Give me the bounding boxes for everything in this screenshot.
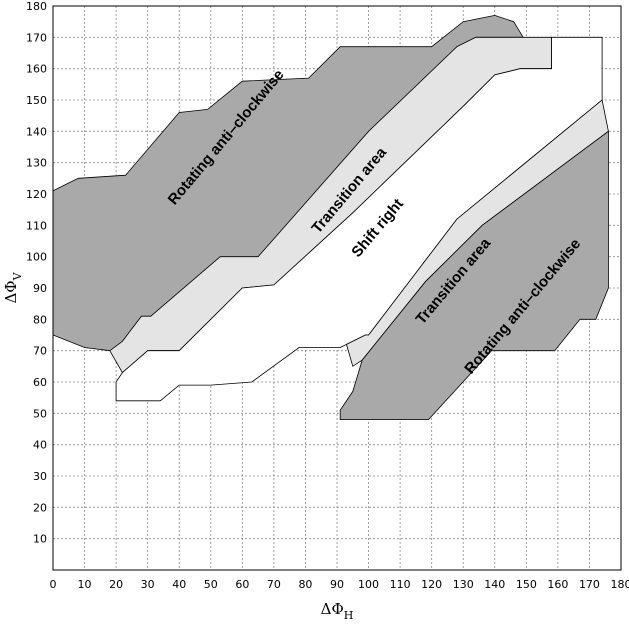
y-tick-label: 20 (33, 501, 47, 514)
y-tick-labels: 10 20 30 40 50 60 70 80 90 100 110 120 130 140 150 160 1… (26, 0, 47, 546)
x-axis-label-sub: H (344, 609, 354, 622)
y-tick-label: 100 (26, 251, 47, 264)
y-tick-label: 60 (33, 376, 47, 389)
x-tick-label: 50 (204, 578, 218, 591)
y-axis-label-sub: V (11, 271, 24, 281)
x-tick-label: 110 (390, 578, 411, 591)
y-tick-label: 70 (33, 345, 47, 358)
y-axis-label: ΔΦV (2, 271, 24, 303)
y-tick-label: 140 (26, 125, 47, 138)
regions (52, 14, 609, 421)
x-tick-label: 40 (172, 578, 186, 591)
x-axis-label: ΔΦH (321, 600, 354, 622)
y-tick-label: 170 (26, 31, 47, 44)
x-tick-label: 150 (516, 578, 537, 591)
region-5 (339, 130, 609, 421)
x-axis-label-main: ΔΦ (321, 600, 344, 618)
y-tick-label: 160 (26, 63, 47, 76)
x-tick-label: 180 (611, 578, 629, 591)
y-tick-label: 80 (33, 313, 47, 326)
y-tick-label: 120 (26, 188, 47, 201)
x-tick-label: 140 (484, 578, 505, 591)
x-tick-labels: 0 10 20 30 40 50 60 70 80 90 100 110 120 130 140 150 160… (50, 578, 629, 591)
y-tick-label: 50 (33, 407, 47, 420)
y-tick-label: 110 (26, 219, 47, 232)
x-tick-label: 160 (547, 578, 568, 591)
y-tick-label: 30 (33, 470, 47, 483)
y-axis-label-main: ΔΦ (2, 280, 20, 303)
y-tick-label: 40 (33, 439, 47, 452)
x-tick-label: 60 (235, 578, 249, 591)
y-tick-label: 130 (26, 157, 47, 170)
x-tick-label: 100 (358, 578, 379, 591)
x-tick-label: 30 (141, 578, 155, 591)
x-tick-label: 0 (50, 578, 57, 591)
y-tick-label: 180 (26, 0, 47, 13)
x-tick-label: 80 (298, 578, 312, 591)
x-tick-label: 170 (579, 578, 600, 591)
x-tick-label: 70 (267, 578, 281, 591)
x-tick-label: 10 (78, 578, 92, 591)
y-tick-label: 90 (33, 282, 47, 295)
y-tick-label: 150 (26, 94, 47, 107)
x-tick-label: 130 (453, 578, 474, 591)
x-tick-label: 90 (330, 578, 344, 591)
y-tick-label: 10 (33, 533, 47, 546)
x-tick-label: 120 (421, 578, 442, 591)
x-tick-label: 20 (109, 578, 123, 591)
plot-frame (52, 5, 622, 571)
